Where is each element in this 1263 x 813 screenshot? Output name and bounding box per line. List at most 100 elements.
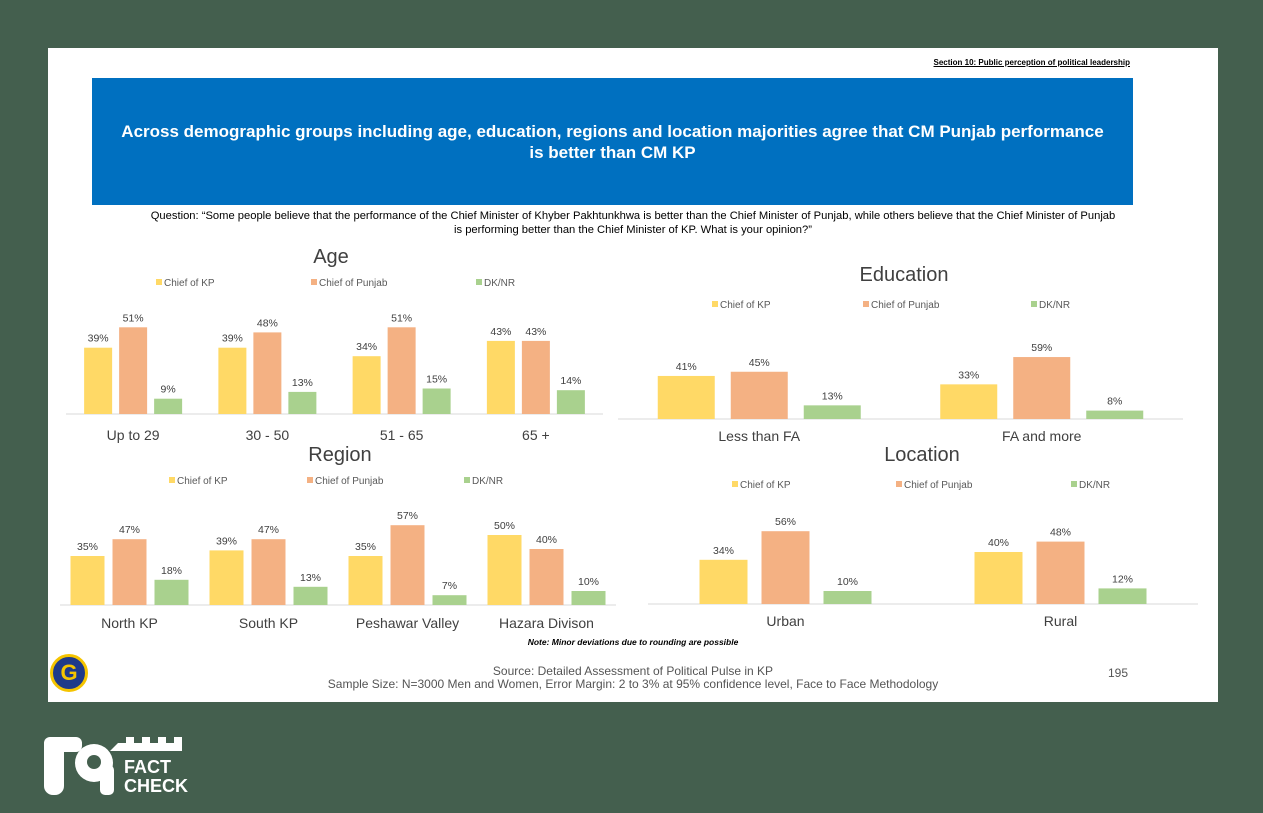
region-bar (251, 539, 286, 605)
region-bar (390, 525, 425, 605)
location-bar (823, 591, 872, 604)
location-legend-swatch (1071, 481, 1077, 487)
age-data-label: 39% (88, 333, 109, 345)
age-data-label: 15% (426, 374, 447, 386)
charts-canvas: Age Chief of KP Chief of Punjab DK/NR 39% 51%… (60, 246, 1198, 631)
age-bar (154, 398, 183, 414)
logo-seven-top (44, 737, 82, 752)
region-data-label: 35% (77, 541, 98, 553)
region-data-label: 7% (442, 580, 457, 592)
source-text: Source: Detailed Assessment of Political… (48, 665, 1218, 691)
age-category-label: 51 - 65 (380, 427, 424, 443)
region-chart-title: Region (308, 444, 371, 466)
location-data-label: 40% (988, 537, 1009, 549)
age-data-label: 9% (161, 384, 176, 396)
region-category-label: Hazara Divison (499, 615, 594, 631)
age-legend-swatch (311, 279, 317, 285)
education-bar (657, 375, 715, 419)
region-bar (209, 550, 244, 605)
education-legend-label: Chief of Punjab (871, 300, 940, 311)
source-line: Source: Detailed Assessment of Political… (492, 664, 774, 678)
education-data-label: 41% (676, 361, 697, 373)
section-label: Section 10: Public perception of politic… (933, 58, 1130, 67)
location-chart-title: Location (884, 444, 960, 466)
region-legend-label: DK/NR (472, 476, 503, 487)
region-data-label: 13% (300, 572, 321, 584)
education-data-label: 59% (1031, 342, 1052, 354)
page-number: 195 (1107, 666, 1128, 680)
education-bar (940, 384, 998, 419)
region-data-label: 35% (355, 541, 376, 553)
survey-question: Question: “Some people believe that the … (150, 210, 1116, 236)
region-bar (432, 595, 467, 605)
education-data-label: 8% (1107, 396, 1122, 408)
age-bar (119, 327, 148, 414)
region-bar (70, 556, 105, 605)
age-legend-label: DK/NR (484, 278, 515, 289)
education-bar (1013, 357, 1071, 419)
region-data-label: 18% (161, 565, 182, 577)
logo-nine-hole (87, 755, 101, 769)
logo-word-check: CHECK (124, 776, 188, 796)
age-data-label: 14% (560, 375, 581, 387)
age-bar (387, 327, 416, 414)
region-bar (293, 586, 328, 605)
age-bar (486, 340, 515, 414)
region-legend-label: Chief of Punjab (315, 476, 384, 487)
logo-word-fact: FACT (124, 757, 171, 777)
title-banner: Across demographic groups including age,… (92, 78, 1133, 205)
region-bar (529, 549, 564, 605)
age-data-label: 13% (292, 377, 313, 389)
location-bar (974, 552, 1023, 604)
location-data-label: 56% (775, 516, 796, 528)
age-chart-title: Age (313, 246, 349, 268)
education-legend-label: DK/NR (1039, 300, 1070, 311)
location-category-label: Rural (1044, 613, 1077, 629)
fact-check-logo: FACT CHECK (44, 737, 188, 796)
age-bar (218, 347, 247, 414)
logo-battlement (110, 737, 182, 751)
location-legend-label: Chief of KP (740, 480, 791, 491)
region-legend-swatch (307, 477, 313, 483)
age-bar (288, 391, 317, 414)
education-bar (1086, 410, 1144, 419)
age-bar (422, 388, 451, 414)
age-data-label: 51% (123, 312, 144, 324)
age-category-label: Up to 29 (107, 427, 160, 443)
location-bar (1036, 541, 1085, 604)
location-legend-swatch (732, 481, 738, 487)
location-data-label: 12% (1112, 573, 1133, 585)
education-chart-title: Education (860, 264, 949, 286)
g-logo: G (50, 654, 88, 692)
age-bar (521, 340, 550, 414)
age-data-label: 34% (356, 341, 377, 353)
education-legend-swatch (863, 301, 869, 307)
region-category-label: North KP (101, 615, 158, 631)
age-legend-label: Chief of Punjab (319, 278, 388, 289)
location-data-label: 34% (713, 545, 734, 557)
location-bar (761, 531, 810, 604)
education-data-label: 13% (822, 390, 843, 402)
sample-line: Sample Size: N=3000 Men and Women, Error… (327, 677, 939, 691)
region-legend-label: Chief of KP (177, 476, 228, 487)
age-legend-label: Chief of KP (164, 278, 215, 289)
location-legend-label: Chief of Punjab (904, 480, 973, 491)
region-legend-swatch (169, 477, 175, 483)
age-legend-swatch (476, 279, 482, 285)
location-data-label: 48% (1050, 527, 1071, 539)
age-bar (253, 332, 282, 414)
education-bar (803, 405, 861, 419)
age-legend-swatch (156, 279, 162, 285)
region-bar (112, 539, 147, 605)
region-data-label: 57% (397, 510, 418, 522)
location-legend-swatch (896, 481, 902, 487)
region-data-label: 40% (536, 534, 557, 546)
education-category-label: Less than FA (718, 428, 800, 444)
region-legend-swatch (464, 477, 470, 483)
age-category-label: 30 - 50 (246, 427, 290, 443)
education-bar (730, 371, 788, 419)
age-data-label: 48% (257, 317, 278, 329)
age-data-label: 43% (525, 326, 546, 338)
age-data-label: 51% (391, 312, 412, 324)
education-data-label: 45% (749, 357, 770, 369)
